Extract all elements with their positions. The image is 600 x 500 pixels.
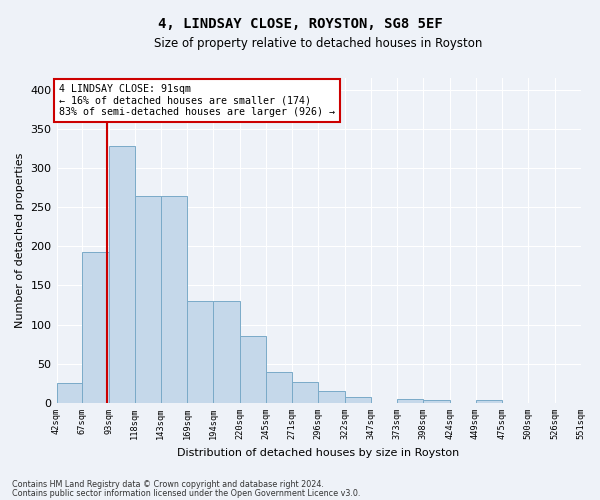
Y-axis label: Number of detached properties: Number of detached properties bbox=[15, 152, 25, 328]
Bar bbox=[292, 382, 318, 403]
Bar bbox=[476, 400, 502, 403]
Text: 4 LINDSAY CLOSE: 91sqm
← 16% of detached houses are smaller (174)
83% of semi-de: 4 LINDSAY CLOSE: 91sqm ← 16% of detached… bbox=[59, 84, 335, 116]
Bar bbox=[423, 400, 450, 403]
Bar bbox=[240, 336, 266, 403]
Bar bbox=[135, 196, 161, 403]
Bar bbox=[318, 391, 345, 403]
Bar bbox=[213, 301, 240, 403]
Text: 4, LINDSAY CLOSE, ROYSTON, SG8 5EF: 4, LINDSAY CLOSE, ROYSTON, SG8 5EF bbox=[158, 18, 442, 32]
Bar bbox=[161, 196, 187, 403]
Bar bbox=[397, 399, 423, 403]
Bar bbox=[56, 383, 82, 403]
Bar bbox=[109, 146, 135, 403]
Bar bbox=[82, 252, 109, 403]
X-axis label: Distribution of detached houses by size in Royston: Distribution of detached houses by size … bbox=[178, 448, 460, 458]
Bar bbox=[345, 396, 371, 403]
Text: Contains public sector information licensed under the Open Government Licence v3: Contains public sector information licen… bbox=[12, 489, 361, 498]
Bar bbox=[187, 301, 213, 403]
Bar bbox=[266, 372, 292, 403]
Text: Contains HM Land Registry data © Crown copyright and database right 2024.: Contains HM Land Registry data © Crown c… bbox=[12, 480, 324, 489]
Title: Size of property relative to detached houses in Royston: Size of property relative to detached ho… bbox=[154, 38, 483, 51]
